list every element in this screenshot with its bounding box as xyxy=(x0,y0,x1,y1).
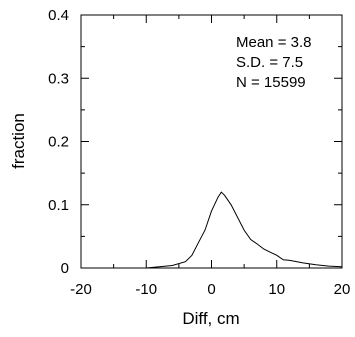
x-tick-label: -10 xyxy=(135,281,157,298)
x-tick-label: 0 xyxy=(207,281,215,298)
x-tick-label: 10 xyxy=(268,281,285,298)
y-axis-label: fraction xyxy=(9,113,28,169)
axis-tick-labels: -20 -10 0 10 20 0 0.1 0.2 0.3 0.4 xyxy=(48,7,350,298)
x-tick-label: 20 xyxy=(334,281,351,298)
x-tick-label: -20 xyxy=(70,281,92,298)
series-line xyxy=(81,191,343,269)
y-tick-label: 0.3 xyxy=(48,70,69,87)
annotation-sd: S.D. = 7.5 xyxy=(236,54,303,71)
y-tick-label: 0 xyxy=(61,260,69,277)
y-tick-label: 0.4 xyxy=(48,7,69,24)
axis-ticks xyxy=(80,14,343,269)
y-tick-label: 0.2 xyxy=(48,134,69,151)
y-tick-label: 0.1 xyxy=(48,197,69,214)
annotation-n: N = 15599 xyxy=(236,74,306,91)
plot-frame xyxy=(80,14,343,269)
annotation-mean: Mean = 3.8 xyxy=(236,34,311,51)
x-axis-label: Diff, cm xyxy=(182,309,239,328)
